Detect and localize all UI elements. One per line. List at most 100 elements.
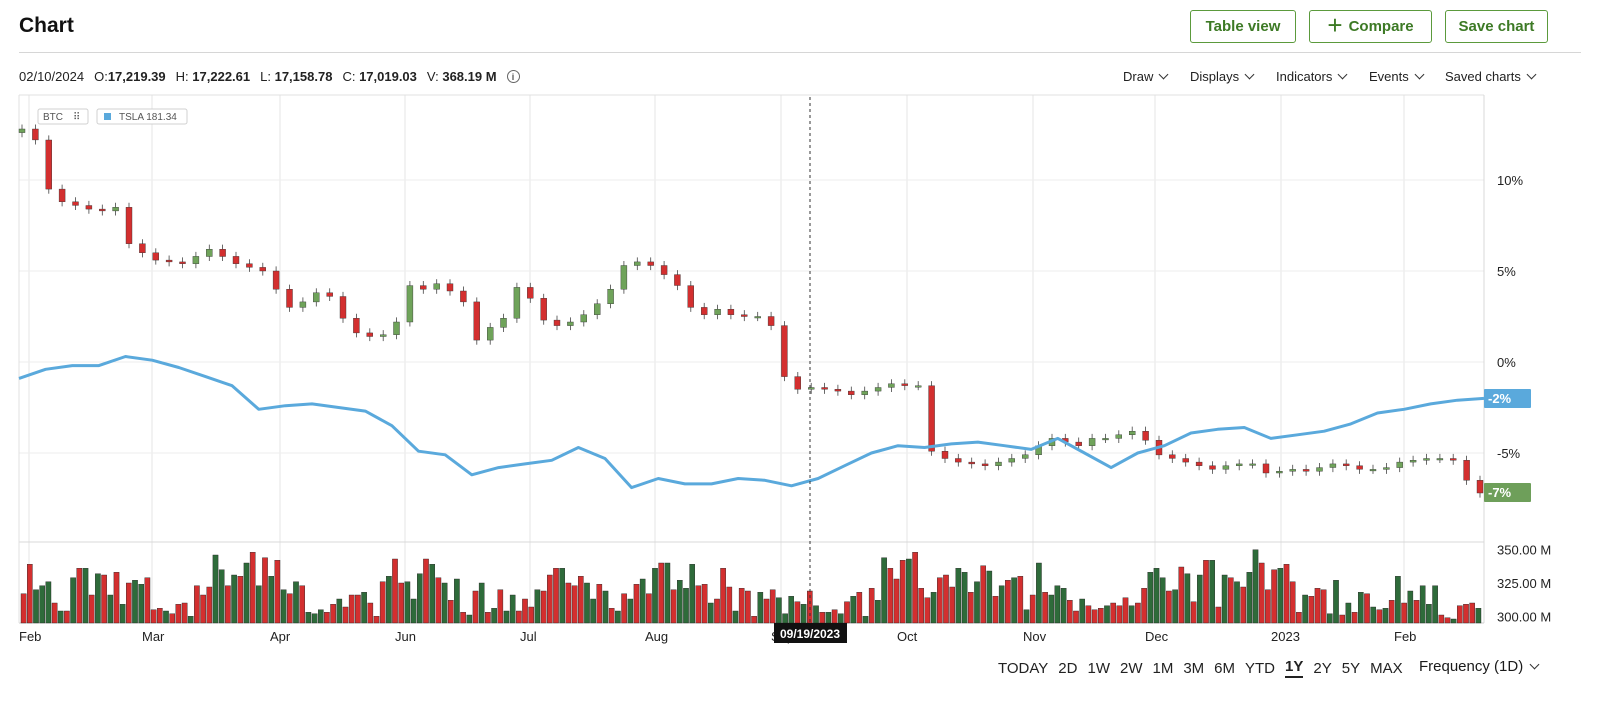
- volume-bar: [336, 598, 343, 624]
- info-icon[interactable]: i: [506, 70, 520, 83]
- timeframe-1m[interactable]: 1M: [1152, 659, 1174, 677]
- candle-body: [246, 263, 253, 268]
- volume-bar: [194, 585, 200, 624]
- x-tick-label: Feb: [19, 629, 41, 644]
- volume-bar: [373, 616, 380, 624]
- candle-body: [861, 390, 868, 395]
- timeframe-5y[interactable]: 5Y: [1341, 659, 1361, 677]
- candle-body: [206, 248, 213, 257]
- volume-bar: [1066, 600, 1073, 624]
- volume-bar: [968, 592, 974, 624]
- volume-bar: [782, 613, 788, 624]
- indicators-menu[interactable]: Indicators: [1276, 69, 1348, 84]
- candle-body: [45, 139, 52, 190]
- draw-menu[interactable]: Draw: [1123, 69, 1169, 84]
- volume-bar: [27, 564, 33, 624]
- volume-bar: [429, 564, 436, 624]
- candle-body: [99, 208, 106, 212]
- compare-button[interactable]: + Compare: [1309, 10, 1432, 43]
- volume-bar: [714, 598, 720, 624]
- volume-bar: [287, 593, 293, 624]
- volume-bar: [150, 609, 157, 624]
- candle-body: [487, 327, 494, 341]
- volume-bar: [33, 589, 39, 624]
- volume-bar: [1376, 609, 1383, 624]
- drag-handle-icon[interactable]: ⠿: [73, 112, 80, 123]
- volume-bar: [249, 552, 256, 624]
- volume-bar: [689, 564, 695, 624]
- x-tick-label: 2023: [1271, 629, 1300, 644]
- volume-bar: [1048, 594, 1055, 624]
- candle-body: [1128, 431, 1136, 436]
- candle-body: [1022, 454, 1029, 459]
- candle-body: [714, 309, 721, 315]
- volume-bar: [1091, 609, 1098, 624]
- volume-bar: [1351, 612, 1358, 624]
- volume-bar: [1407, 590, 1414, 624]
- volume-bar: [101, 574, 107, 624]
- volume-bar: [280, 589, 287, 624]
- legend-btc-box[interactable]: [37, 108, 89, 125]
- timeframe-max[interactable]: MAX: [1370, 659, 1403, 677]
- ohlc-date: 02/10/2024: [19, 69, 85, 84]
- close-value: 17,019.03: [359, 69, 417, 84]
- volume-bar: [386, 576, 392, 624]
- timeframe-1w[interactable]: 1W: [1087, 659, 1110, 677]
- volume-bar: [392, 558, 398, 624]
- timeframe-2y[interactable]: 2Y: [1313, 659, 1332, 677]
- volume-bar: [1258, 562, 1265, 624]
- volume-label: V:: [426, 69, 439, 84]
- volume-bar: [82, 568, 89, 624]
- candle-body: [1262, 463, 1270, 474]
- saved-charts-menu[interactable]: Saved charts: [1445, 69, 1537, 84]
- volume-bar: [1246, 572, 1253, 624]
- events-menu[interactable]: Events: [1369, 69, 1425, 84]
- volume-bar: [274, 560, 281, 624]
- candle-body: [901, 383, 908, 386]
- compare-line-series: [18, 355, 1485, 490]
- timeframe-2d[interactable]: 2D: [1058, 659, 1078, 677]
- low-value: 17,158.78: [274, 69, 333, 84]
- candle-body: [1449, 458, 1457, 461]
- volume-bar: [850, 596, 856, 624]
- candle-body: [1289, 469, 1296, 472]
- frequency-selector[interactable]: Frequency (1D): [1419, 658, 1540, 675]
- candle-body: [995, 461, 1002, 466]
- legend-tsla-box[interactable]: [96, 108, 188, 125]
- candle-body: [808, 387, 815, 390]
- candle-body: [1102, 438, 1109, 441]
- candle-body: [767, 316, 775, 326]
- timeframe-1y[interactable]: 1Y: [1285, 658, 1304, 678]
- plus-icon: +: [1327, 10, 1343, 40]
- volume-bar: [1085, 605, 1092, 624]
- candle-body: [968, 461, 975, 465]
- y-tick-label: 0%: [1497, 355, 1516, 370]
- candle-body: [393, 321, 400, 335]
- volume-bar: [1023, 609, 1030, 624]
- volume-bar: [1054, 585, 1061, 624]
- timeframe-6m[interactable]: 6M: [1214, 659, 1236, 677]
- timeframe-ytd[interactable]: YTD: [1245, 659, 1276, 677]
- timeframe-2w[interactable]: 2W: [1119, 659, 1143, 677]
- timeframe-today[interactable]: TODAY: [998, 659, 1049, 677]
- volume-bar: [448, 600, 454, 624]
- volume-tick-label: 325.00 M: [1497, 576, 1551, 591]
- volume-bar: [119, 604, 126, 624]
- y-tick-label: 5%: [1497, 264, 1516, 279]
- candle-body: [232, 256, 240, 264]
- candle-body: [1209, 465, 1216, 470]
- candle-body: [1409, 460, 1417, 463]
- table-view-button[interactable]: Table view: [1190, 10, 1296, 43]
- candle-body: [981, 463, 989, 466]
- x-tick-label: Aug: [645, 629, 668, 644]
- volume-bar: [751, 616, 757, 624]
- timeframe-3m[interactable]: 3M: [1183, 659, 1205, 677]
- volume-bar: [1469, 602, 1475, 624]
- save-chart-button[interactable]: Save chart: [1445, 10, 1548, 43]
- candle-body: [848, 390, 855, 395]
- volume-bar: [1456, 605, 1463, 624]
- displays-menu[interactable]: Displays: [1190, 69, 1255, 84]
- timeframe-selector: TODAY 2D 1W 2W 1M 3M 6M YTD 1Y 2Y 5Y MAX: [998, 658, 1413, 678]
- volume-bar: [608, 608, 615, 624]
